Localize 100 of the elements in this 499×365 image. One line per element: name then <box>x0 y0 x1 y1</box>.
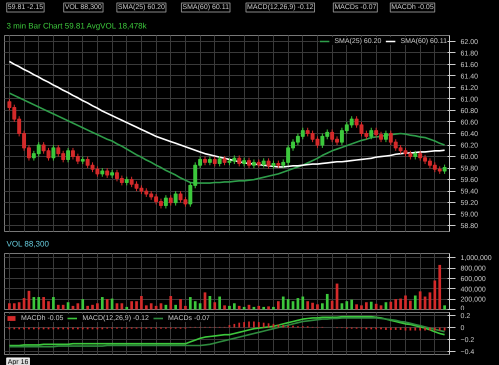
bar <box>228 306 231 310</box>
bar <box>418 291 422 310</box>
bar <box>130 301 133 310</box>
chart-title: VOL 88,300 <box>6 240 50 248</box>
bar <box>414 296 417 310</box>
bar <box>160 303 162 310</box>
bar <box>96 303 99 310</box>
bar <box>150 303 153 310</box>
candlestick <box>51 144 56 162</box>
bar <box>360 305 363 310</box>
bar <box>277 301 280 310</box>
bar <box>120 303 124 310</box>
candlestick <box>384 130 388 143</box>
candlestick <box>212 156 217 167</box>
bar <box>394 299 398 310</box>
candlestick <box>105 168 110 178</box>
bar <box>267 306 270 310</box>
bar <box>223 305 226 310</box>
bar <box>179 299 182 310</box>
bar <box>174 304 177 310</box>
bar <box>100 297 104 310</box>
bar <box>208 296 212 310</box>
bar <box>345 301 348 310</box>
bar <box>76 303 80 310</box>
bar <box>404 296 407 310</box>
bar <box>232 303 236 310</box>
bar <box>218 296 222 310</box>
bar <box>198 303 202 310</box>
line-series <box>8 60 446 168</box>
bar <box>433 280 436 310</box>
bar <box>292 301 294 310</box>
bar <box>340 303 344 310</box>
bar <box>169 296 172 310</box>
bar <box>110 298 114 310</box>
candlestick <box>262 158 266 168</box>
bar <box>184 306 187 310</box>
bar <box>47 301 50 310</box>
bar <box>204 292 206 310</box>
bar <box>248 304 250 310</box>
candlestick <box>218 155 222 167</box>
bar <box>164 304 168 310</box>
bar <box>301 296 304 310</box>
bar <box>154 306 158 310</box>
bar <box>56 304 60 310</box>
candlestick <box>237 154 242 167</box>
candlestick <box>222 155 227 166</box>
bar <box>18 302 21 310</box>
bar <box>238 306 241 310</box>
bar <box>380 305 382 310</box>
bar <box>106 299 109 310</box>
bar <box>116 303 118 310</box>
bar <box>370 302 373 310</box>
bar <box>389 302 392 310</box>
bar <box>194 301 197 310</box>
bar <box>336 284 338 310</box>
candlestick <box>168 194 173 206</box>
bar <box>22 298 26 310</box>
bar <box>424 296 426 310</box>
bar <box>326 294 329 310</box>
bar <box>399 298 402 310</box>
candlestick <box>247 157 251 169</box>
bar <box>428 292 432 310</box>
bar <box>384 302 388 310</box>
chart-title: 3 min Bar Chart 59.81 AvgVOL 18,478k <box>6 22 148 30</box>
bar <box>86 306 89 310</box>
bar <box>330 300 334 310</box>
candlestick <box>266 158 271 170</box>
bar <box>72 306 74 310</box>
bar <box>52 297 55 310</box>
bar <box>91 304 94 310</box>
candlestick <box>369 127 374 140</box>
bar <box>257 306 260 310</box>
bar <box>62 304 65 310</box>
bar <box>8 303 11 310</box>
candlestick <box>174 190 178 206</box>
bar <box>321 303 324 310</box>
candlestick <box>164 194 168 209</box>
candlestick <box>66 147 70 163</box>
candlestick <box>442 164 447 174</box>
bar <box>37 297 40 310</box>
bar <box>213 302 216 310</box>
bar <box>272 306 275 310</box>
bar <box>42 297 45 310</box>
bar <box>355 304 358 310</box>
bar <box>32 297 36 310</box>
bar <box>374 304 378 310</box>
bar <box>188 297 192 310</box>
bar <box>306 301 310 310</box>
bar <box>409 300 412 310</box>
bar <box>311 302 314 310</box>
bar <box>286 299 290 310</box>
bar <box>438 264 442 310</box>
bar <box>282 296 285 310</box>
bar <box>316 304 319 310</box>
bar <box>66 302 70 310</box>
bar <box>350 300 354 310</box>
bar <box>296 298 300 310</box>
bar <box>81 299 84 310</box>
bar <box>135 301 138 310</box>
bar <box>365 302 368 310</box>
